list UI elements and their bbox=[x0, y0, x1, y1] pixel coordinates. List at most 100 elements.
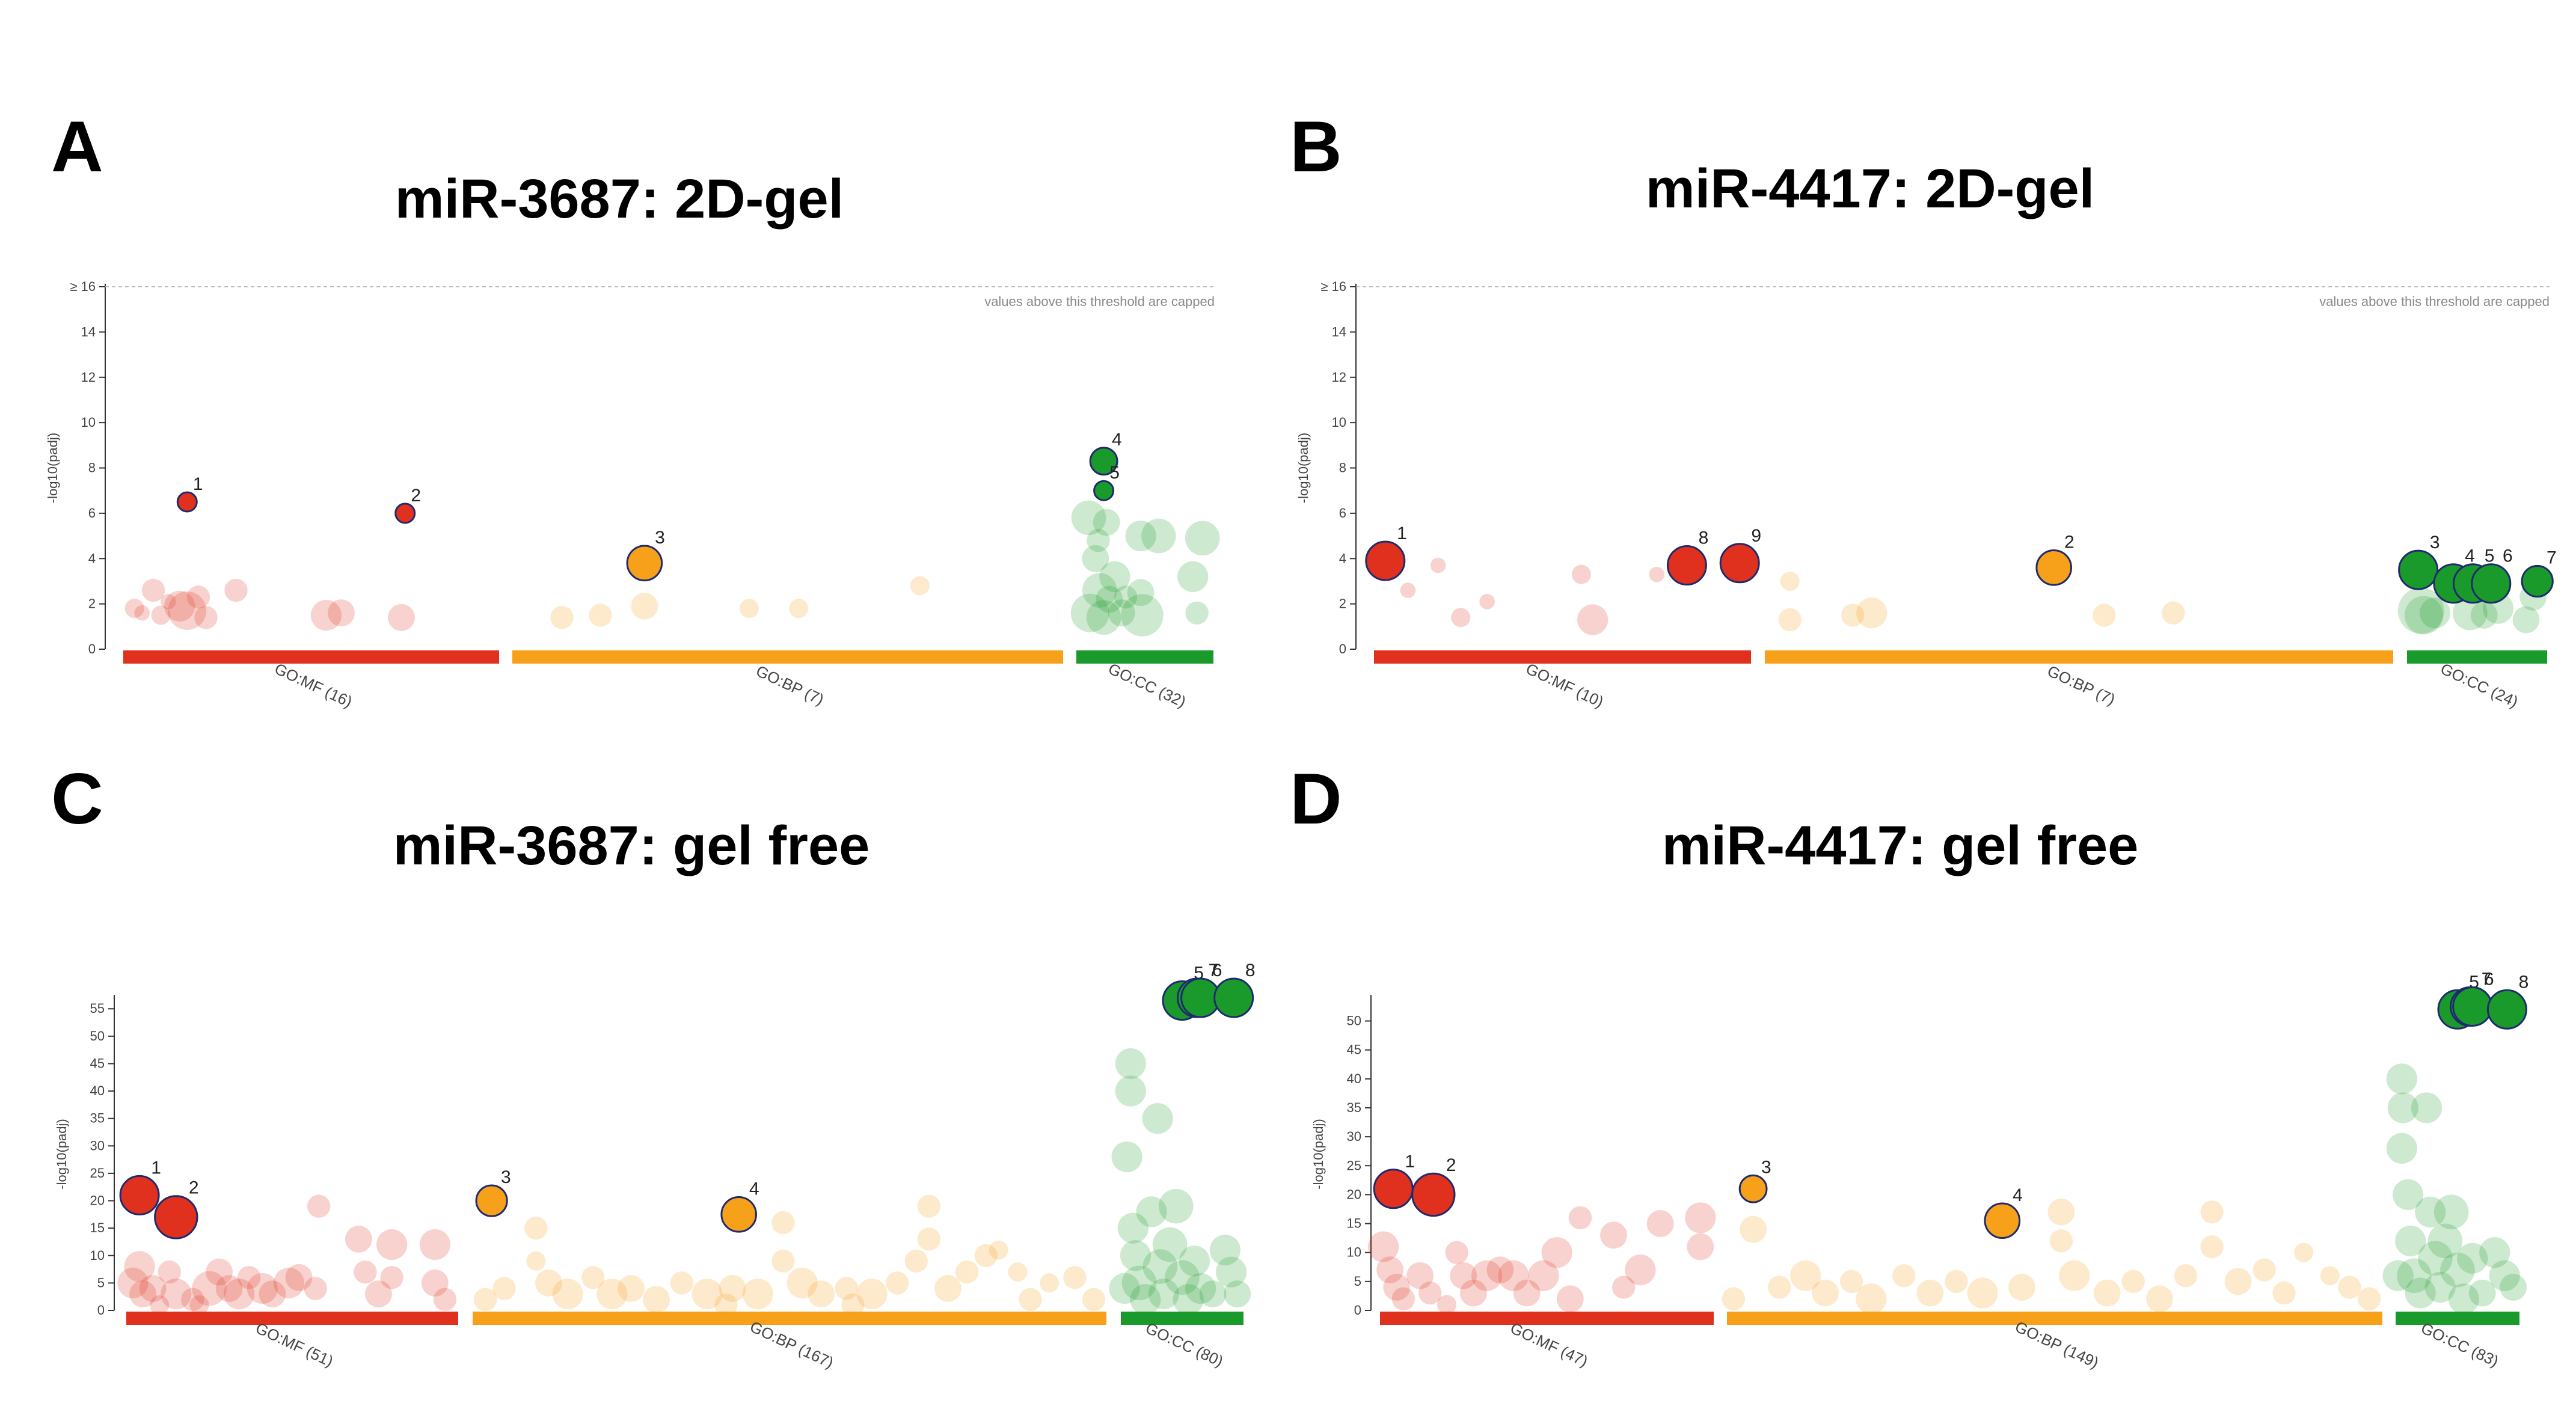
term-point[interactable] bbox=[1141, 518, 1176, 554]
term-point[interactable] bbox=[524, 1216, 548, 1240]
term-point[interactable] bbox=[376, 1229, 408, 1261]
term-point[interactable] bbox=[304, 1277, 327, 1300]
term-point[interactable] bbox=[1406, 1262, 1434, 1289]
term-point[interactable] bbox=[2415, 1196, 2446, 1227]
term-point[interactable] bbox=[186, 585, 210, 609]
highlighted-point-7[interactable] bbox=[2521, 564, 2554, 598]
term-point[interactable] bbox=[1040, 1273, 1060, 1293]
term-point[interactable] bbox=[1114, 585, 1138, 609]
term-point[interactable] bbox=[1892, 1264, 1916, 1288]
term-point[interactable] bbox=[2418, 1241, 2453, 1276]
term-point[interactable] bbox=[2448, 1283, 2479, 1315]
term-point[interactable] bbox=[841, 1293, 865, 1317]
term-point[interactable] bbox=[2489, 1260, 2520, 1291]
term-point[interactable] bbox=[1577, 604, 1608, 635]
highlighted-point-8[interactable] bbox=[2486, 989, 2527, 1030]
term-point[interactable] bbox=[1185, 521, 1220, 556]
term-point[interactable] bbox=[643, 1286, 670, 1313]
term-point[interactable] bbox=[2146, 1285, 2173, 1313]
term-point[interactable] bbox=[1070, 593, 1109, 632]
term-point[interactable] bbox=[526, 1251, 546, 1271]
term-point[interactable] bbox=[2200, 1235, 2224, 1259]
term-point[interactable] bbox=[273, 1267, 305, 1298]
term-point[interactable] bbox=[1812, 1279, 1839, 1307]
term-point[interactable] bbox=[2382, 1260, 2414, 1291]
term-point[interactable] bbox=[714, 1293, 738, 1317]
term-point[interactable] bbox=[955, 1260, 979, 1284]
term-point[interactable] bbox=[1740, 1215, 1767, 1243]
highlighted-point-2[interactable] bbox=[394, 503, 416, 524]
term-point[interactable] bbox=[2387, 1092, 2418, 1123]
term-point[interactable] bbox=[1152, 1227, 1188, 1262]
term-point[interactable] bbox=[1115, 1075, 1146, 1107]
term-point[interactable] bbox=[1199, 1280, 1227, 1308]
term-point[interactable] bbox=[2224, 1268, 2252, 1295]
term-point[interactable] bbox=[1109, 1273, 1140, 1304]
highlighted-point-2[interactable] bbox=[154, 1195, 198, 1239]
term-point[interactable] bbox=[380, 1266, 403, 1289]
term-point[interactable] bbox=[224, 578, 248, 602]
term-point[interactable] bbox=[1498, 1260, 1529, 1291]
term-point[interactable] bbox=[2405, 1277, 2436, 1309]
term-point[interactable] bbox=[1780, 571, 1800, 591]
term-point[interactable] bbox=[1568, 1206, 1592, 1230]
term-point[interactable] bbox=[473, 1288, 497, 1311]
term-point[interactable] bbox=[596, 1279, 628, 1310]
term-point[interactable] bbox=[1111, 1141, 1142, 1173]
highlighted-point-3[interactable] bbox=[1738, 1174, 1768, 1203]
term-point[interactable] bbox=[1087, 528, 1110, 552]
term-point[interactable] bbox=[1125, 520, 1156, 552]
term-point[interactable] bbox=[224, 1279, 255, 1310]
term-point[interactable] bbox=[1008, 1262, 1028, 1282]
term-point[interactable] bbox=[206, 1258, 233, 1286]
term-point[interactable] bbox=[1790, 1260, 1821, 1291]
term-point[interactable] bbox=[2468, 1279, 2496, 1307]
term-point[interactable] bbox=[1768, 1276, 1791, 1299]
term-point[interactable] bbox=[1528, 1260, 1559, 1291]
term-point[interactable] bbox=[1185, 601, 1209, 625]
term-point[interactable] bbox=[739, 599, 759, 619]
term-point[interactable] bbox=[2252, 1258, 2276, 1282]
term-point[interactable] bbox=[310, 599, 342, 631]
term-point[interactable] bbox=[550, 606, 574, 629]
term-point[interactable] bbox=[835, 1277, 859, 1300]
term-point[interactable] bbox=[1130, 1284, 1161, 1315]
term-point[interactable] bbox=[1856, 1283, 1887, 1315]
term-point[interactable] bbox=[2320, 1266, 2340, 1286]
term-point[interactable] bbox=[2272, 1281, 2296, 1305]
term-point[interactable] bbox=[581, 1266, 605, 1289]
term-point[interactable] bbox=[1687, 1233, 1714, 1261]
term-point[interactable] bbox=[2059, 1260, 2090, 1291]
term-point[interactable] bbox=[1019, 1288, 1042, 1311]
term-point[interactable] bbox=[189, 1295, 209, 1315]
term-point[interactable] bbox=[1082, 573, 1117, 608]
highlighted-point-5[interactable] bbox=[1093, 480, 1115, 501]
term-point[interactable] bbox=[134, 605, 150, 621]
term-point[interactable] bbox=[904, 1249, 928, 1273]
term-point[interactable] bbox=[158, 1260, 181, 1284]
term-point[interactable] bbox=[238, 1266, 261, 1289]
term-point[interactable] bbox=[1400, 582, 1416, 598]
term-point[interactable] bbox=[1600, 1221, 1627, 1249]
term-point[interactable] bbox=[535, 1269, 562, 1297]
term-point[interactable] bbox=[885, 1271, 909, 1295]
term-point[interactable] bbox=[354, 1260, 377, 1284]
term-point[interactable] bbox=[1165, 1260, 1200, 1295]
term-point[interactable] bbox=[1471, 1260, 1503, 1291]
term-point[interactable] bbox=[692, 1279, 723, 1310]
term-point[interactable] bbox=[1383, 1274, 1411, 1301]
term-point[interactable] bbox=[124, 599, 144, 619]
term-point[interactable] bbox=[2512, 606, 2540, 634]
highlighted-point-3[interactable] bbox=[626, 545, 663, 582]
term-point[interactable] bbox=[789, 599, 809, 619]
term-point[interactable] bbox=[1479, 594, 1495, 610]
term-point[interactable] bbox=[1216, 1256, 1247, 1288]
term-point[interactable] bbox=[1649, 566, 1665, 582]
term-point[interactable] bbox=[1159, 1188, 1194, 1224]
term-point[interactable] bbox=[1556, 1285, 1584, 1313]
term-point[interactable] bbox=[1612, 1276, 1636, 1299]
term-point[interactable] bbox=[164, 590, 195, 622]
term-point[interactable] bbox=[552, 1279, 583, 1310]
term-point[interactable] bbox=[345, 1226, 372, 1253]
term-point[interactable] bbox=[1136, 1196, 1167, 1227]
